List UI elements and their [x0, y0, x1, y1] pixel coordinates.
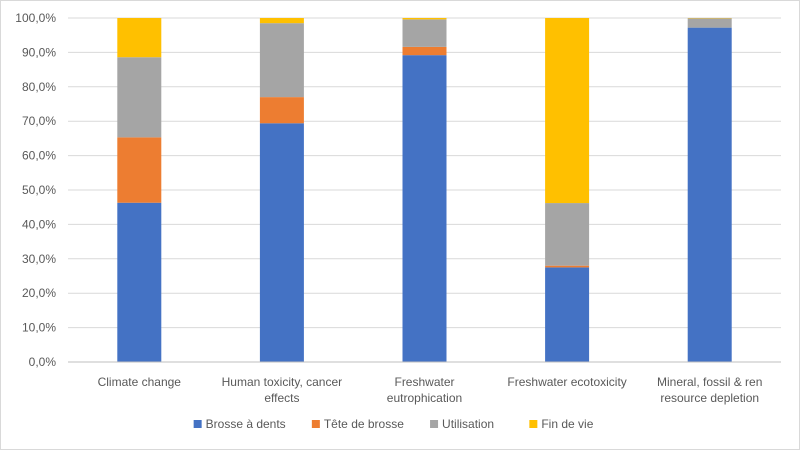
legend-swatch: [529, 420, 537, 428]
x-category-label: Freshwater: [394, 375, 454, 389]
y-tick-label: 100,0%: [15, 11, 56, 25]
bar-segment: [260, 97, 304, 123]
bar-segment: [260, 18, 304, 23]
bar-segment: [403, 19, 447, 47]
bar-segment: [403, 18, 447, 19]
x-category-label: Human toxicity, cancer: [222, 375, 343, 389]
y-tick-label: 40,0%: [22, 217, 56, 231]
y-tick-label: 20,0%: [22, 286, 56, 300]
bar-segment: [545, 267, 589, 362]
legend-swatch: [430, 420, 438, 428]
bar-segment: [403, 47, 447, 55]
y-tick-label: 80,0%: [22, 80, 56, 94]
bar-segment: [545, 203, 589, 266]
y-axis-tick-labels: 0,0% 10,0% 20,0% 30,0% 40,0% 50,0% 60,0% 70,0% 8…: [15, 11, 56, 369]
bar-segment: [403, 55, 447, 362]
y-tick-label: 90,0%: [22, 45, 56, 59]
legend-label: Tête de brosse: [324, 417, 404, 431]
bar-segment: [260, 23, 304, 97]
bar-segment: [260, 123, 304, 362]
legend-label: Brosse à dents: [206, 417, 286, 431]
x-category-label: Climate change: [98, 375, 182, 389]
y-tick-label: 50,0%: [22, 183, 56, 197]
bar-segment: [117, 137, 161, 202]
x-category-label: eutrophication: [387, 391, 462, 405]
bar-segment: [688, 18, 732, 27]
bar-segment: [117, 203, 161, 362]
legend: Brosse à dents Tête de brosse Utilisation F…: [194, 417, 594, 431]
legend-label: Fin de vie: [541, 417, 593, 431]
bar-segment: [545, 266, 589, 268]
x-category-label: Freshwater ecotoxicity: [507, 375, 626, 389]
bar-segment: [117, 57, 161, 137]
legend-label: Utilisation: [442, 417, 494, 431]
y-tick-label: 30,0%: [22, 252, 56, 266]
x-axis-category-labels: Climate change Human toxicity, cancer effe…: [98, 375, 763, 405]
legend-swatch: [312, 420, 320, 428]
bar-segment: [688, 28, 732, 362]
y-tick-label: 10,0%: [22, 321, 56, 335]
y-tick-label: 60,0%: [22, 149, 56, 163]
x-category-label: Mineral, fossil & ren: [657, 375, 762, 389]
y-tick-label: 0,0%: [29, 355, 57, 369]
bar-segment: [545, 18, 589, 203]
legend-swatch: [194, 420, 202, 428]
x-category-label: resource depletion: [660, 391, 759, 405]
x-category-label: effects: [264, 391, 299, 405]
y-tick-label: 70,0%: [22, 114, 56, 128]
bar-segment: [117, 18, 161, 57]
